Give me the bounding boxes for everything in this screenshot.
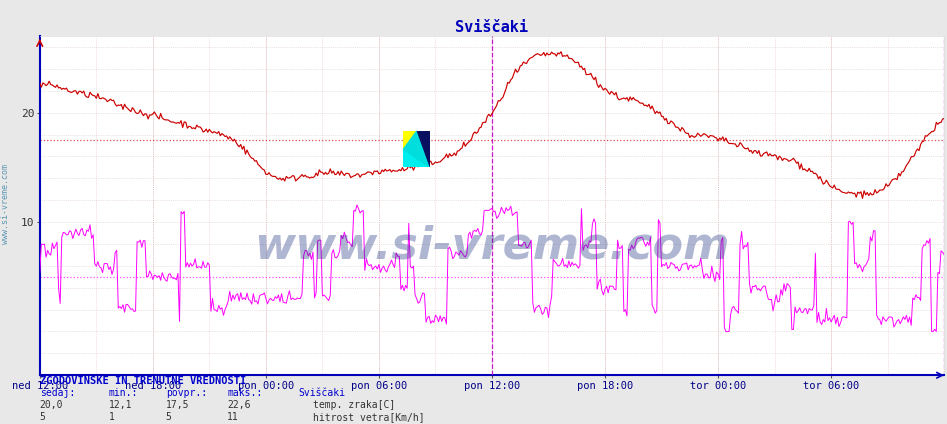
Polygon shape — [403, 131, 417, 149]
Text: 5: 5 — [40, 412, 45, 422]
Text: temp. zraka[C]: temp. zraka[C] — [313, 400, 396, 410]
Text: maks.:: maks.: — [227, 388, 262, 399]
Text: 11: 11 — [227, 412, 239, 422]
Text: 22,6: 22,6 — [227, 400, 251, 410]
Title: Sviščaki: Sviščaki — [456, 20, 528, 35]
Polygon shape — [417, 131, 430, 167]
Text: 20,0: 20,0 — [40, 400, 63, 410]
Text: www.si-vreme.com: www.si-vreme.com — [1, 164, 10, 243]
Polygon shape — [403, 149, 430, 167]
Text: 12,1: 12,1 — [109, 400, 133, 410]
Text: 5: 5 — [166, 412, 171, 422]
Text: hitrost vetra[Km/h]: hitrost vetra[Km/h] — [313, 412, 425, 422]
Text: www.si-vreme.com: www.si-vreme.com — [254, 225, 730, 268]
Text: min.:: min.: — [109, 388, 138, 399]
Text: ZGODOVINSKE IN TRENUTNE VREDNOSTI: ZGODOVINSKE IN TRENUTNE VREDNOSTI — [40, 376, 246, 386]
Text: sedaj:: sedaj: — [40, 388, 75, 399]
Polygon shape — [403, 131, 430, 167]
Text: Sviščaki: Sviščaki — [298, 388, 346, 399]
Text: 17,5: 17,5 — [166, 400, 189, 410]
Text: 1: 1 — [109, 412, 115, 422]
Text: povpr.:: povpr.: — [166, 388, 206, 399]
